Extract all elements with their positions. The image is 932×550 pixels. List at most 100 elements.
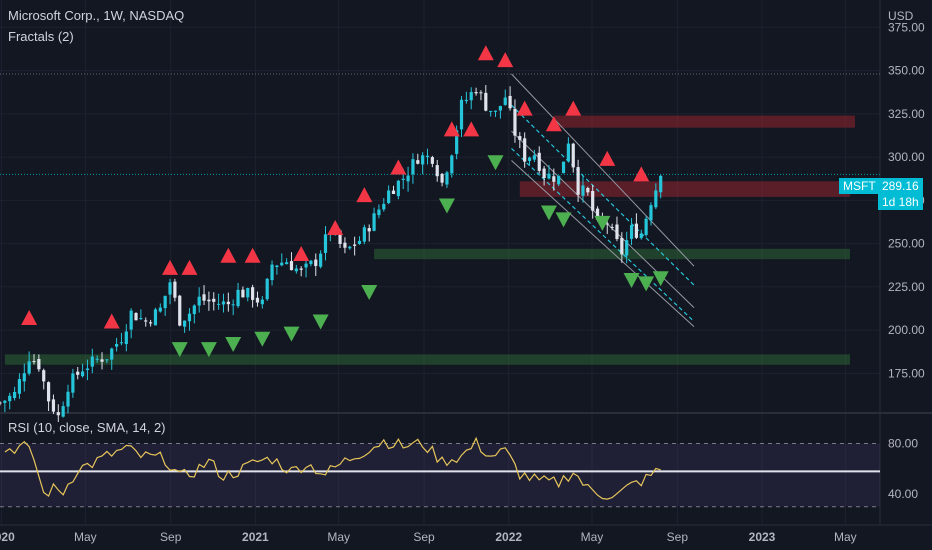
candle-body (581, 185, 585, 196)
fractal-down-marker (438, 198, 455, 214)
price-axis: 175.00200.00225.00250.00275.00300.00325.… (888, 9, 925, 501)
rsi-tick-label: 80.00 (888, 437, 918, 451)
fractal-down-marker (555, 212, 572, 228)
fractals (21, 45, 669, 358)
fractal-down-marker (540, 205, 557, 221)
candle-body (411, 159, 415, 175)
support-zone (374, 248, 850, 260)
candle-body (416, 160, 420, 164)
price-tag: 289.16 (878, 178, 923, 194)
candle-body (285, 262, 289, 265)
candle-body (110, 348, 114, 360)
candle-body (241, 289, 245, 298)
candle-body (435, 165, 439, 177)
candle-body (46, 382, 51, 402)
fractal-up-marker (516, 100, 533, 116)
candle-body (421, 155, 425, 165)
candle-body (100, 359, 104, 362)
candle-body (591, 190, 595, 211)
fractal-up-marker (545, 116, 562, 132)
fractal-up-marker (327, 220, 344, 236)
candle-body (139, 318, 143, 320)
y-tick-label: 250.00 (888, 237, 925, 251)
candle-body (498, 105, 502, 111)
fractal-up-marker (390, 159, 407, 175)
fractal-down-marker (225, 336, 242, 352)
candle-body (357, 240, 362, 244)
x-tick-label: Sep (413, 530, 435, 544)
rsi-line (4, 436, 661, 500)
candle-body (158, 307, 162, 312)
candle-body (372, 213, 376, 231)
channel-midline (511, 104, 695, 286)
candle-body (221, 301, 226, 305)
candle-body (561, 161, 566, 174)
indicator-label: Fractals (2) (8, 29, 74, 44)
candle-body (382, 203, 386, 210)
candle-body (265, 278, 269, 300)
candle-body (129, 310, 133, 330)
x-tick-label: 2023 (749, 530, 776, 544)
candle-body (425, 155, 430, 158)
candle-body (173, 281, 177, 298)
candle-body (566, 143, 570, 162)
candle-body (323, 234, 328, 254)
fractal-up-marker (477, 45, 494, 61)
candle-body (571, 143, 575, 168)
fractal-down-marker (623, 272, 640, 288)
candle-body (207, 299, 211, 302)
x-tick-label: May (581, 530, 604, 544)
candle-body (620, 238, 624, 255)
candle-body (168, 282, 172, 295)
candle-body (406, 175, 410, 182)
fractal-up-marker (599, 150, 616, 166)
fractal-down-marker (638, 276, 655, 292)
candle-body (552, 176, 556, 182)
candle-body (114, 344, 119, 347)
fractal-up-marker (356, 187, 373, 203)
candle-body (595, 208, 600, 220)
fractal-up-marker (162, 259, 179, 275)
y-tick-label: 375.00 (888, 20, 925, 34)
candle-body (76, 371, 80, 375)
fractal-up-marker (565, 100, 582, 116)
candle-body (503, 97, 507, 105)
candle-body (644, 218, 648, 235)
y-tick-label: 225.00 (888, 280, 925, 294)
candle-body (523, 138, 527, 162)
candle-body (314, 259, 318, 266)
candle-body (32, 361, 36, 363)
candle-body (280, 262, 284, 266)
candle-body (513, 108, 517, 136)
channel-line (511, 73, 695, 267)
candle-body (27, 361, 31, 374)
candle-body (17, 379, 22, 394)
candle-body (391, 190, 396, 195)
fractal-up-marker (293, 245, 310, 261)
candle-body (153, 309, 158, 326)
candle-body (353, 244, 357, 246)
chart-title: Microsoft Corp., 1W, NASDAQ (8, 8, 185, 23)
candle-body (212, 298, 216, 302)
candle-body (85, 368, 90, 371)
candle-body (270, 264, 274, 281)
candle-body (362, 227, 366, 242)
candle-body (479, 92, 483, 94)
candle-body (527, 157, 532, 161)
candle-body (348, 246, 352, 249)
candle-body (246, 288, 250, 298)
fractal-down-marker (200, 342, 217, 358)
fractal-down-marker (171, 342, 188, 358)
candle-body (367, 228, 371, 232)
candle-body (387, 190, 391, 204)
candle-body (12, 391, 17, 399)
y-tick-label: 350.00 (888, 64, 925, 78)
x-tick-label: 2021 (242, 530, 269, 544)
candle-body (464, 99, 468, 102)
candle-body (547, 173, 551, 179)
zones (4, 115, 855, 365)
candle-body (484, 92, 488, 111)
candle-body (95, 358, 99, 360)
candle-body (3, 400, 7, 403)
